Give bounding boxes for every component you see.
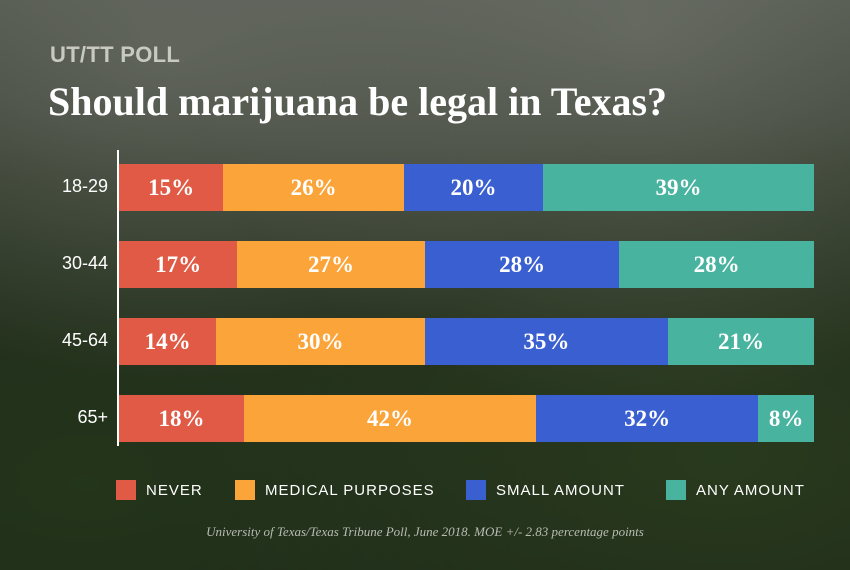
legend-label-never: NEVER — [146, 481, 203, 499]
legend-swatch-never — [116, 480, 136, 500]
y-axis-line — [117, 150, 119, 446]
legend-item-small: SMALL AMOUNT — [466, 480, 625, 500]
bar-segment: 26% — [223, 164, 404, 211]
bar-segment: 42% — [244, 395, 536, 442]
chart-kicker: UT/TT POLL — [50, 42, 181, 67]
bar-segment: 35% — [424, 318, 669, 365]
stacked-bar: 15% 26% 20% 39% — [119, 164, 814, 211]
bar-segment: 20% — [403, 164, 543, 211]
stacked-bar: 17% 27% 28% 28% — [119, 241, 814, 288]
bar-segment: 14% — [119, 318, 217, 365]
legend-label-small: SMALL AMOUNT — [496, 481, 625, 499]
bar-segment: 28% — [424, 241, 620, 288]
bar-segment: 27% — [237, 241, 425, 288]
bar-segment: 32% — [535, 395, 759, 442]
bar-segment: 28% — [619, 241, 814, 288]
category-label: 18-29 — [61, 176, 108, 196]
bar-segment: 8% — [758, 395, 814, 442]
legend-label-any: ANY AMOUNT — [696, 481, 805, 499]
legend-item-any: ANY AMOUNT — [666, 480, 805, 500]
legend-item-never: NEVER — [116, 480, 203, 500]
legend-item-medical: MEDICAL PURPOSES — [235, 480, 435, 500]
bar-segment: 21% — [668, 318, 814, 365]
legend-swatch-medical — [235, 480, 255, 500]
category-label: 30-44 — [61, 253, 108, 273]
source-note: University of Texas/Texas Tribune Poll, … — [206, 524, 644, 539]
stacked-bar: 14% 30% 35% 21% — [119, 318, 814, 365]
legend-label-medical: MEDICAL PURPOSES — [265, 481, 435, 499]
legend-swatch-small — [466, 480, 486, 500]
bar-segment: 30% — [216, 318, 425, 365]
category-label: 65+ — [77, 407, 108, 427]
legend-swatch-any — [666, 480, 686, 500]
bar-segment: 15% — [119, 164, 224, 211]
stacked-bar: 18% 42% 32% 8% — [119, 395, 814, 442]
bar-segment: 18% — [119, 395, 245, 442]
legend: NEVER MEDICAL PURPOSES SMALL AMOUNT ANY … — [116, 480, 816, 502]
category-label: 45-64 — [61, 330, 108, 350]
chart-title: Should marijuana be legal in Texas? — [48, 79, 668, 124]
bar-segment: 17% — [119, 241, 238, 288]
bar-segment: 39% — [542, 164, 814, 211]
